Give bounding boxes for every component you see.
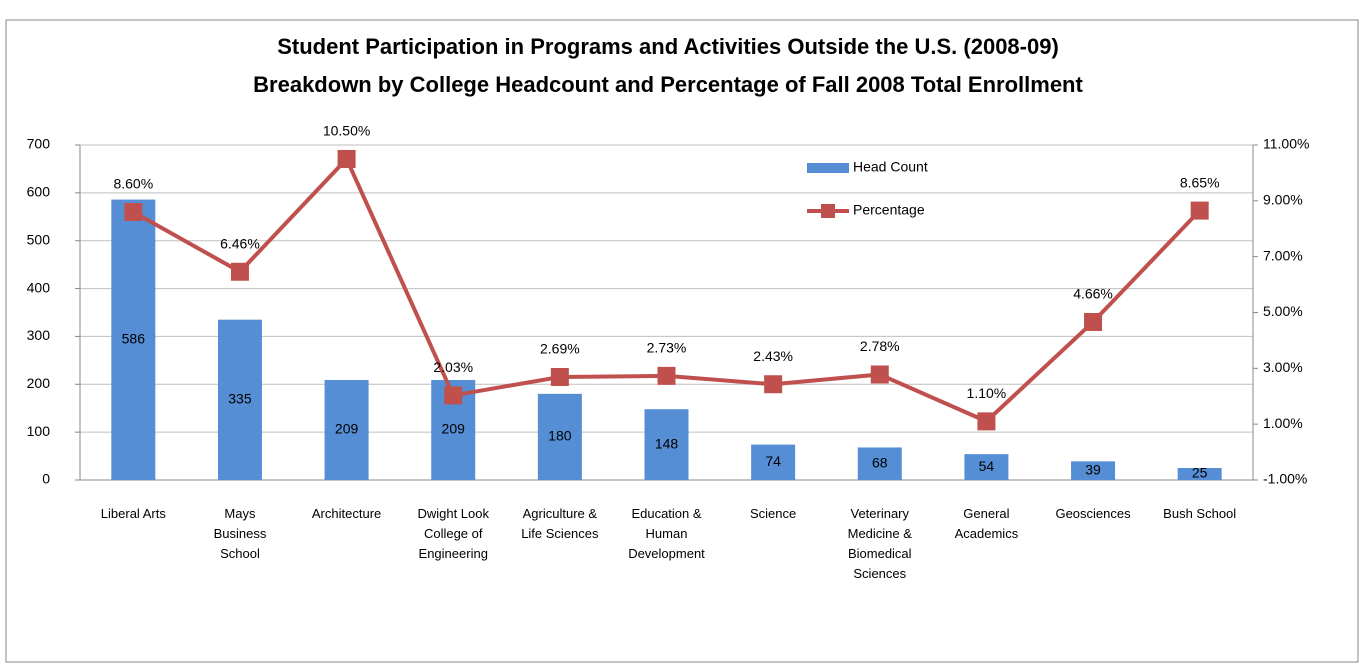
line-marker [764,375,783,394]
line-value-label: 2.78% [860,338,900,354]
y-tick-label: 700 [27,136,51,152]
bar-value-label: 39 [1085,461,1101,477]
x-tick-label: Geosciences [1055,506,1131,521]
y-tick-label: 300 [27,327,51,343]
line-value-label: 2.43% [753,348,793,364]
line-marker [1190,201,1209,220]
x-tick-label: Veterinary Medicine & Biomedical Sciences [848,506,913,581]
line-marker [1084,312,1103,331]
bar-value-label: 68 [872,454,888,470]
bar [537,393,582,480]
x-tick-label: Science [750,506,796,521]
bar-value-label: 209 [335,421,359,437]
bar [644,409,689,480]
line-marker [657,366,676,385]
y2-tick-label: 1.00% [1263,415,1303,431]
line-value-label: 2.69% [540,341,580,357]
bar-value-label: 209 [442,421,466,437]
line-value-label: 2.73% [647,340,687,356]
bar-value-label: 586 [122,330,146,346]
line-value-label: 6.46% [220,235,260,251]
bar [857,447,902,480]
bar [217,319,262,480]
bar-value-label: 25 [1192,465,1208,481]
legend-swatch [807,163,849,173]
x-tick-label: General Academics [955,506,1019,541]
y-tick-label: 100 [27,423,51,439]
line-marker [230,262,249,281]
y-tick-label: 600 [27,184,51,200]
bar [111,199,156,481]
y-tick-label: 0 [42,471,50,487]
bar [751,444,796,480]
x-tick-label: Education & Human Development [628,506,705,561]
y2-tick-label: -1.00% [1263,471,1307,487]
x-tick-label: Mays Business School [214,506,267,561]
bar [964,454,1009,480]
y2-tick-label: 7.00% [1263,247,1303,263]
legend-label: Percentage [853,202,925,218]
bar [1177,468,1222,480]
line-marker [550,367,569,386]
line-value-label: 4.66% [1073,286,1113,302]
x-tick-label: Architecture [312,506,381,521]
x-tick-label: Dwight Look College of Engineering [417,506,489,561]
bar [1071,461,1116,480]
line-marker [444,386,463,405]
line-value-label: 8.60% [113,176,153,192]
bar-value-label: 54 [979,458,995,474]
chart-subtitle: Breakdown by College Headcount and Perce… [253,72,1083,97]
x-tick-label: Liberal Arts [101,506,167,521]
y2-tick-label: 5.00% [1263,303,1303,319]
legend-label: Head Count [853,159,928,175]
y-tick-label: 500 [27,231,51,247]
line-value-label: 1.10% [967,385,1007,401]
line-marker [337,149,356,168]
bar-value-label: 74 [765,453,781,469]
y2-tick-label: 11.00% [1263,136,1309,152]
line-marker [870,365,889,384]
line-value-label: 10.50% [323,123,370,139]
y2-tick-label: 3.00% [1263,359,1303,375]
y-tick-label: 200 [27,375,51,391]
x-tick-label: Bush School [1163,506,1236,521]
line-value-label: 8.65% [1180,174,1220,190]
y-tick-label: 400 [27,279,51,295]
line-marker [977,412,996,431]
line-marker [124,203,143,221]
chart-title: Student Participation in Programs and Ac… [277,34,1059,59]
bar-value-label: 148 [655,435,679,451]
bar-value-label: 180 [548,428,572,444]
bar-value-label: 335 [228,391,252,407]
legend-swatch [821,204,835,218]
y2-tick-label: 9.00% [1263,192,1303,208]
line-value-label: 2.03% [433,359,473,375]
x-tick-label: Agriculture & Life Sciences [521,506,599,541]
bar [324,379,369,480]
